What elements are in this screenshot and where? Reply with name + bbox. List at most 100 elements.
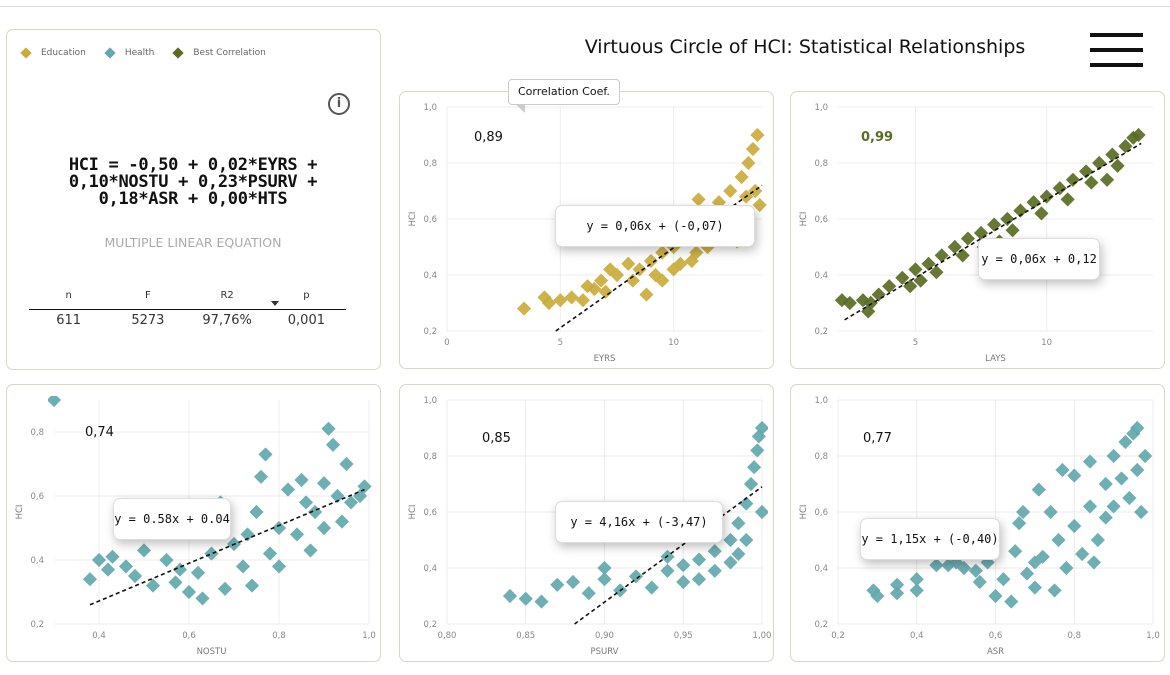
data-point[interactable] <box>1134 504 1149 520</box>
data-point[interactable] <box>1012 516 1027 531</box>
data-point[interactable] <box>357 479 372 494</box>
data-point[interactable] <box>1086 555 1102 570</box>
data-point[interactable] <box>1060 192 1075 207</box>
data-point[interactable] <box>334 514 350 529</box>
data-point[interactable] <box>339 456 354 472</box>
data-point[interactable] <box>632 262 647 277</box>
data-point[interactable] <box>105 549 120 564</box>
data-point[interactable] <box>321 421 336 436</box>
data-point[interactable] <box>648 267 663 283</box>
data-point[interactable] <box>628 569 644 584</box>
data-point[interactable] <box>889 577 905 592</box>
data-point[interactable] <box>895 270 910 285</box>
data-point[interactable] <box>168 575 183 590</box>
data-point[interactable] <box>1027 580 1042 595</box>
data-point[interactable] <box>1051 532 1066 548</box>
data-point[interactable] <box>1131 127 1146 143</box>
data-point[interactable] <box>597 560 612 576</box>
data-point[interactable] <box>1015 504 1031 520</box>
data-point[interactable] <box>739 532 754 548</box>
data-point[interactable] <box>882 279 897 294</box>
data-point[interactable] <box>1026 195 1041 210</box>
data-point[interactable] <box>707 544 722 559</box>
data-point[interactable] <box>262 546 278 561</box>
data-point[interactable] <box>298 495 314 510</box>
data-point[interactable] <box>564 290 579 305</box>
data-point[interactable] <box>1043 504 1058 520</box>
data-point[interactable] <box>691 192 706 207</box>
data-point[interactable] <box>689 245 704 260</box>
data-point[interactable] <box>1118 434 1133 450</box>
data-point[interactable] <box>204 546 219 561</box>
data-point[interactable] <box>655 245 670 260</box>
data-point[interactable] <box>1075 546 1090 562</box>
data-point[interactable] <box>1034 206 1049 221</box>
data-point[interactable] <box>1099 172 1115 187</box>
data-point[interactable] <box>1005 223 1020 238</box>
data-point[interactable] <box>1082 454 1098 469</box>
data-point[interactable] <box>988 588 1003 604</box>
data-point[interactable] <box>639 287 654 302</box>
data-point[interactable] <box>956 560 972 576</box>
data-point[interactable] <box>1047 583 1062 598</box>
data-point[interactable] <box>968 563 983 578</box>
col-header-p[interactable]: p <box>303 290 310 301</box>
data-point[interactable] <box>621 256 636 271</box>
data-point[interactable] <box>1084 175 1099 190</box>
data-point[interactable] <box>1130 420 1145 436</box>
data-point[interactable] <box>195 591 210 606</box>
data-point[interactable] <box>731 516 746 531</box>
data-point[interactable] <box>553 293 568 308</box>
data-point[interactable] <box>1013 203 1028 218</box>
data-point[interactable] <box>145 578 161 593</box>
info-icon[interactable]: i <box>328 93 350 115</box>
data-point[interactable] <box>1000 211 1015 227</box>
data-point[interactable] <box>996 572 1011 587</box>
data-point[interactable] <box>1055 462 1070 478</box>
data-point[interactable] <box>316 520 332 536</box>
data-point[interactable] <box>271 559 287 574</box>
data-point[interactable] <box>136 543 152 558</box>
data-point[interactable] <box>660 563 675 578</box>
col-header-f[interactable]: F <box>144 290 151 301</box>
data-point[interactable] <box>1052 181 1067 196</box>
data-point[interactable] <box>745 141 761 157</box>
data-point[interactable] <box>960 231 976 246</box>
data-point[interactable] <box>127 568 143 584</box>
data-point[interactable] <box>743 476 759 492</box>
data-point[interactable] <box>325 437 341 452</box>
data-point[interactable] <box>594 273 609 288</box>
data-point[interactable] <box>842 295 857 311</box>
data-point[interactable] <box>1098 510 1113 525</box>
data-point[interactable] <box>1078 164 1094 179</box>
data-point[interactable] <box>244 578 260 593</box>
data-point[interactable] <box>750 127 765 143</box>
data-point[interactable] <box>1130 462 1145 478</box>
data-point[interactable] <box>1065 172 1081 187</box>
data-point[interactable] <box>1027 555 1042 570</box>
data-point[interactable] <box>280 482 296 497</box>
data-point[interactable] <box>565 574 581 590</box>
data-point[interactable] <box>723 555 738 570</box>
data-point[interactable] <box>972 574 987 590</box>
data-point[interactable] <box>754 420 769 436</box>
data-point[interactable] <box>118 559 134 574</box>
data-point[interactable] <box>723 532 738 548</box>
data-point[interactable] <box>644 580 659 595</box>
data-point[interactable] <box>1059 560 1074 576</box>
data-point[interactable] <box>91 552 107 568</box>
data-point[interactable] <box>47 393 62 408</box>
data-point[interactable] <box>741 155 756 171</box>
data-point[interactable] <box>734 169 749 185</box>
data-point[interactable] <box>908 262 923 277</box>
data-point[interactable] <box>691 552 707 567</box>
data-point[interactable] <box>625 273 640 288</box>
data-point[interactable] <box>100 562 116 577</box>
data-point[interactable] <box>516 301 532 316</box>
data-point[interactable] <box>731 546 746 562</box>
data-point[interactable] <box>518 591 533 606</box>
data-point[interactable] <box>1082 499 1098 514</box>
data-point[interactable] <box>82 572 98 587</box>
data-point[interactable] <box>676 558 691 573</box>
data-point[interactable] <box>1039 189 1054 204</box>
